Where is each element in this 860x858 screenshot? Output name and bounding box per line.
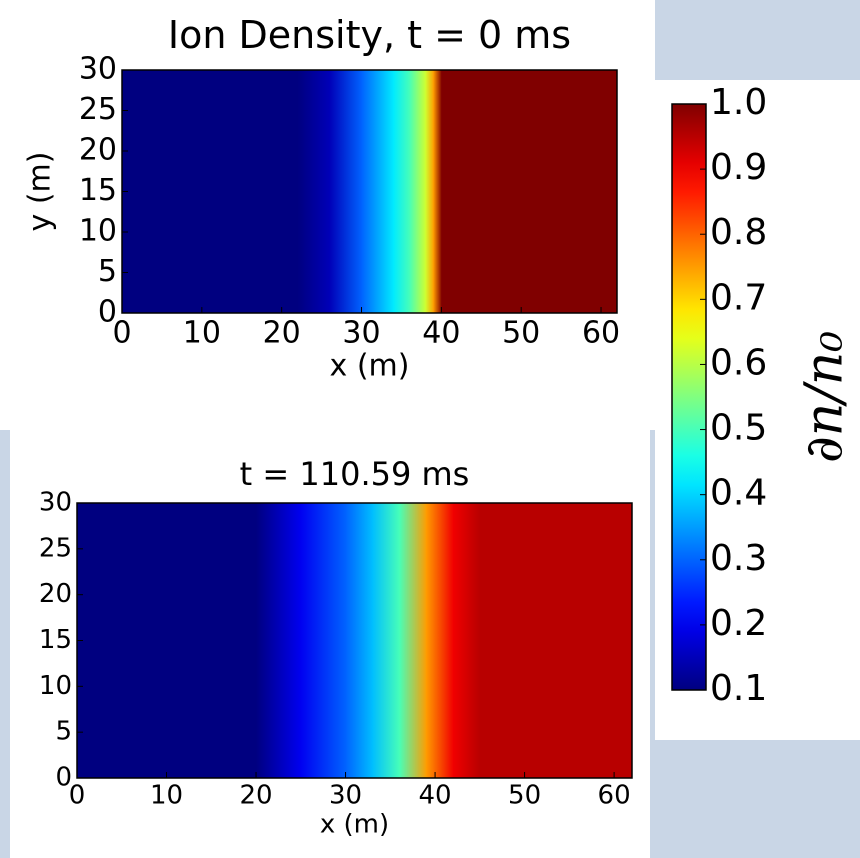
- density-cell: [425, 70, 434, 313]
- density-cell: [345, 503, 373, 778]
- colorbar-tick-label: 0.8: [710, 212, 767, 253]
- colorbar: [671, 103, 707, 691]
- x-tick-label: 40: [419, 781, 452, 811]
- colorbar-tick-label: 0.3: [710, 538, 767, 579]
- y-tick-label: 10: [79, 214, 117, 249]
- y-tick-label: 20: [79, 133, 117, 168]
- density-cell: [441, 70, 618, 313]
- y-tick-label: 5: [55, 717, 72, 747]
- colorbar-tick-label: 0.2: [710, 603, 767, 644]
- density-cell: [433, 70, 442, 313]
- density-cell: [452, 503, 481, 778]
- x-axis-label: x (m): [330, 349, 410, 384]
- y-tick-label: 0: [55, 763, 72, 793]
- y-tick-label: 30: [79, 52, 117, 87]
- x-tick-label: 20: [239, 781, 272, 811]
- density-cell: [372, 503, 400, 778]
- y-tick-label: 20: [39, 579, 72, 609]
- colorbar-label: ∂n/n₀: [795, 331, 855, 463]
- x-tick-label: 0: [112, 316, 131, 351]
- x-tick-label: 30: [342, 316, 380, 351]
- x-tick-label: 50: [502, 316, 540, 351]
- x-tick-label: 40: [422, 316, 460, 351]
- y-tick-label: 15: [79, 173, 117, 208]
- x-tick-label: 30: [329, 781, 362, 811]
- density-cell: [399, 503, 427, 778]
- x-tick-label: 10: [183, 316, 221, 351]
- colorbar-tick-label: 0.4: [710, 473, 767, 514]
- density-cell: [361, 70, 394, 313]
- density-cell: [409, 70, 426, 313]
- density-cell: [256, 503, 302, 778]
- chart-title: Ion Density, t = 0 ms: [168, 13, 571, 57]
- density-cell: [426, 503, 454, 778]
- density-cell: [77, 503, 257, 778]
- colorbar-tick-label: 0.5: [710, 408, 767, 449]
- y-tick-label: 30: [39, 488, 72, 518]
- y-axis-label: y (m): [23, 152, 58, 232]
- x-tick-label: 50: [508, 781, 541, 811]
- x-tick-label: 0: [69, 781, 86, 811]
- y-tick-label: 0: [98, 295, 117, 330]
- x-tick-label: 10: [150, 781, 183, 811]
- density-cell: [297, 70, 331, 313]
- colorbar-tick-label: 0.9: [710, 147, 767, 188]
- x-tick-label: 60: [582, 316, 620, 351]
- chart-title: t = 110.59 ms: [240, 455, 470, 493]
- y-tick-label: 10: [39, 671, 72, 701]
- y-tick-label: 15: [39, 625, 72, 655]
- colorbar-tick-label: 0.7: [710, 277, 767, 318]
- x-tick-label: 20: [263, 316, 301, 351]
- y-tick-label: 5: [98, 254, 117, 289]
- colorbar-tick-label: 1.0: [710, 82, 767, 123]
- x-tick-label: 60: [598, 781, 631, 811]
- density-cell: [479, 503, 633, 778]
- colorbar-tick-label: 0.1: [710, 668, 767, 709]
- x-axis-label: x (m): [320, 809, 389, 839]
- density-cell: [393, 70, 410, 313]
- colorbar-tick-label: 0.6: [710, 342, 767, 383]
- density-cell: [122, 70, 299, 313]
- y-tick-label: 25: [39, 533, 72, 563]
- density-cell: [300, 503, 347, 778]
- y-tick-label: 25: [79, 92, 117, 127]
- density-cell: [329, 70, 363, 313]
